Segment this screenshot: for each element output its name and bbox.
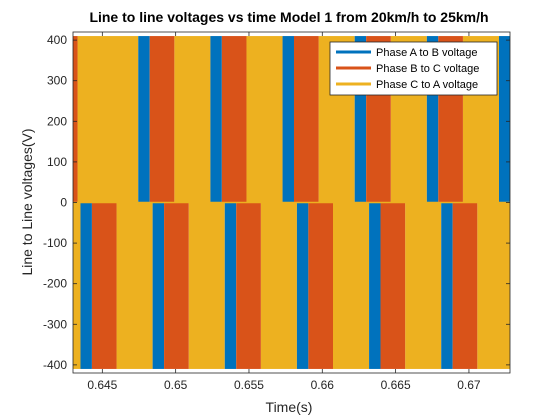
positive-pulse-phase-b-to-c-voltage-1 bbox=[149, 36, 175, 203]
y-tick-label: -400 bbox=[43, 358, 67, 372]
negative-pulse-phase-c-to-a-voltage-6 bbox=[477, 202, 510, 369]
negative-pulse-phase-c-to-a-voltage-2 bbox=[188, 202, 225, 369]
legend-entry-b-c: Phase B to C voltage bbox=[376, 63, 479, 75]
y-tick-label: 0 bbox=[60, 196, 67, 210]
y-tick-label: 300 bbox=[47, 74, 67, 88]
negative-pulse-phase-b-to-c-voltage-0 bbox=[91, 202, 117, 369]
y-tick-label: 100 bbox=[47, 155, 67, 169]
series-phase-c-to-a-voltage bbox=[73, 36, 510, 369]
negative-pulse-phase-c-to-a-voltage-1 bbox=[116, 202, 153, 369]
y-tick-label: 200 bbox=[47, 114, 67, 128]
y-tick-label: -300 bbox=[43, 317, 67, 331]
negative-pulse-phase-b-to-c-voltage-1 bbox=[164, 202, 189, 369]
x-tick-label: 0.65 bbox=[164, 378, 188, 392]
series-phase-b-to-c-voltage bbox=[73, 36, 478, 369]
positive-pulse-phase-b-to-c-voltage-2 bbox=[221, 36, 247, 203]
negative-pulse-phase-c-to-a-voltage-5 bbox=[405, 202, 442, 369]
negative-pulse-phase-a-to-b-voltage-0 bbox=[80, 202, 92, 369]
x-tick-label: 0.66 bbox=[311, 378, 335, 392]
series-layer bbox=[73, 36, 510, 369]
y-tick-label: -200 bbox=[43, 277, 67, 291]
x-tick-label: 0.67 bbox=[457, 378, 481, 392]
x-axis-label: Time(s) bbox=[266, 399, 313, 415]
x-tick-label: 0.655 bbox=[234, 378, 264, 392]
y-tick-label: -100 bbox=[43, 236, 67, 250]
positive-pulse-phase-c-to-a-voltage-1 bbox=[174, 36, 211, 203]
legend-entry-a-b: Phase A to B voltage bbox=[376, 47, 478, 59]
negative-pulse-phase-b-to-c-voltage-5 bbox=[452, 202, 478, 369]
positive-pulse-phase-a-to-b-voltage-3 bbox=[354, 36, 367, 203]
series-phase-a-to-b-voltage bbox=[80, 36, 510, 369]
ticks-layer: 0.645 0.65 0.655 0.66 0.665 0.67 400 300 200 100 0… bbox=[43, 32, 510, 392]
negative-pulse-phase-b-to-c-voltage-4 bbox=[380, 202, 406, 369]
negative-pulse-phase-c-to-a-voltage-3 bbox=[260, 202, 297, 369]
positive-pulse-phase-a-to-b-voltage-4 bbox=[426, 36, 439, 203]
positive-pulse-phase-b-to-c-voltage-0 bbox=[73, 36, 78, 203]
y-tick-label: 400 bbox=[47, 33, 67, 47]
negative-pulse-phase-b-to-c-voltage-3 bbox=[308, 202, 334, 369]
chart-title: Line to line voltages vs time Model 1 fr… bbox=[89, 9, 488, 25]
positive-pulse-phase-a-to-b-voltage-1 bbox=[210, 36, 222, 203]
legend: Phase A to B voltage Phase B to C voltag… bbox=[329, 41, 498, 96]
positive-pulse-phase-a-to-b-voltage-0 bbox=[138, 36, 150, 203]
positive-pulse-phase-c-to-a-voltage-0 bbox=[77, 36, 139, 203]
y-axis-label: Line to Line voltages(V) bbox=[19, 128, 35, 275]
positive-pulse-phase-a-to-b-voltage-2 bbox=[282, 36, 294, 203]
negative-pulse-phase-c-to-a-voltage-4 bbox=[333, 202, 370, 369]
negative-pulse-phase-c-to-a-voltage-0 bbox=[73, 202, 81, 369]
negative-pulse-phase-a-to-b-voltage-5 bbox=[441, 202, 453, 369]
negative-pulse-phase-a-to-b-voltage-3 bbox=[296, 202, 309, 369]
x-tick-label: 0.665 bbox=[381, 378, 411, 392]
legend-entry-c-a: Phase C to A voltage bbox=[376, 79, 478, 91]
positive-pulse-phase-b-to-c-voltage-3 bbox=[293, 36, 319, 203]
negative-pulse-phase-a-to-b-voltage-1 bbox=[152, 202, 165, 369]
positive-pulse-phase-c-to-a-voltage-2 bbox=[246, 36, 283, 203]
positive-pulse-phase-a-to-b-voltage-5 bbox=[499, 36, 510, 203]
x-tick-label: 0.645 bbox=[87, 378, 117, 392]
negative-pulse-phase-a-to-b-voltage-2 bbox=[224, 202, 237, 369]
negative-pulse-phase-a-to-b-voltage-4 bbox=[369, 202, 381, 369]
negative-pulse-phase-b-to-c-voltage-2 bbox=[236, 202, 261, 369]
